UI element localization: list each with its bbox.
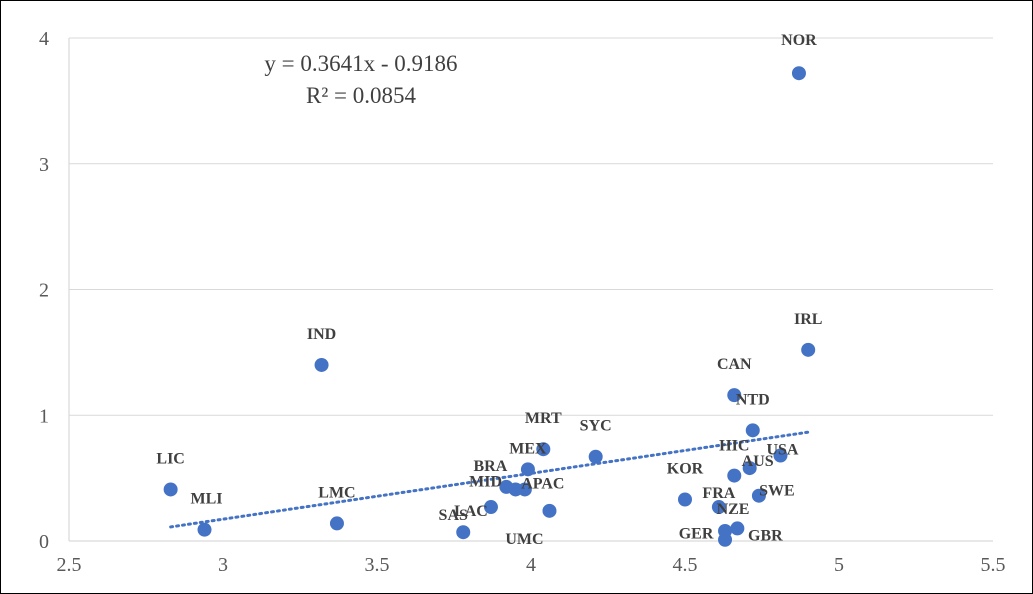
y-tick-label: 0 — [39, 531, 49, 553]
point-label-aus: AUS — [742, 453, 774, 470]
data-point-apac — [517, 482, 532, 497]
data-point-swe — [751, 488, 766, 503]
point-label-kor: KOR — [667, 461, 704, 478]
trendline-layer — [169, 430, 810, 529]
data-point-nor — [791, 66, 806, 81]
y-tick-label: 1 — [39, 405, 49, 427]
point-label-gbr: GBR — [748, 527, 783, 544]
y-tick-label: 4 — [39, 28, 49, 50]
point-label-mid: MID — [469, 473, 502, 490]
gridlines — [69, 37, 993, 416]
data-point-ntd — [745, 423, 760, 438]
point-label-sas: SAS — [439, 507, 468, 524]
x-tick-label: 4.5 — [673, 554, 698, 576]
data-point-lac — [483, 500, 498, 515]
data-point-mex — [520, 462, 535, 477]
x-tick-label: 5.5 — [981, 554, 1006, 576]
data-point-gbr — [730, 521, 745, 536]
x-tick-label: 5 — [834, 554, 844, 576]
data-point-kor — [678, 492, 692, 507]
data-point-ger — [718, 532, 733, 547]
data-point-aus — [742, 461, 757, 476]
point-label-mrt: MRT — [525, 410, 562, 427]
point-label-syc: SYC — [580, 418, 612, 435]
data-point-sas — [456, 525, 471, 540]
point-label-nze: NZE — [717, 501, 750, 518]
point-label-irl: IRL — [794, 311, 822, 328]
point-label-mex: MEX — [509, 440, 547, 457]
trendline — [169, 430, 810, 529]
data-point-ind — [314, 357, 329, 372]
data-point-can — [727, 388, 742, 403]
point-label-swe: SWE — [759, 483, 795, 500]
point-label-lmc: LMC — [318, 484, 355, 501]
point-label-ind: IND — [307, 326, 336, 343]
data-point-fra — [711, 500, 726, 515]
x-tick-label: 3.5 — [365, 554, 390, 576]
data-point-usa — [773, 448, 788, 463]
point-label-hic: HIC — [719, 438, 749, 455]
point-label-fra: FRA — [702, 485, 735, 502]
data-point-lmc — [329, 516, 344, 531]
point-label-ntd: NTD — [736, 391, 770, 408]
x-tick-label: 4 — [526, 554, 536, 576]
point-label-bra: BRA — [473, 458, 507, 475]
data-point-umc — [542, 503, 557, 518]
point-label-usa: USA — [766, 441, 798, 458]
r-squared-label: R² = 0.0854 — [306, 83, 416, 108]
data-point-syc — [588, 449, 603, 464]
data-point-irl — [801, 342, 816, 357]
data-point-mli — [197, 522, 212, 537]
point-label-apac: APAC — [521, 475, 564, 492]
data-point-hic — [727, 468, 742, 483]
data-point-mrt — [536, 442, 551, 457]
y-tick-label: 2 — [39, 280, 49, 302]
point-label-can: CAN — [717, 356, 752, 373]
point-label-lac: LAC — [454, 503, 488, 520]
axes: 0 1 2 3 4 2.5 3 3.5 4 4.5 5 5.5 — [39, 28, 1006, 576]
x-tick-label: 2.5 — [57, 554, 82, 576]
y-tick-label: 3 — [39, 154, 49, 176]
point-label-ger: GER — [679, 526, 714, 543]
point-label-nor: NOR — [781, 32, 817, 49]
point-label-mli: MLI — [191, 491, 223, 508]
x-tick-label: 3 — [218, 554, 228, 576]
points-layer — [163, 66, 816, 547]
data-point-lic — [163, 482, 178, 497]
trendline-equation: y = 0.3641x - 0.9186 — [264, 51, 457, 76]
point-label-umc: UMC — [505, 531, 543, 548]
point-label-lic: LIC — [156, 450, 184, 467]
